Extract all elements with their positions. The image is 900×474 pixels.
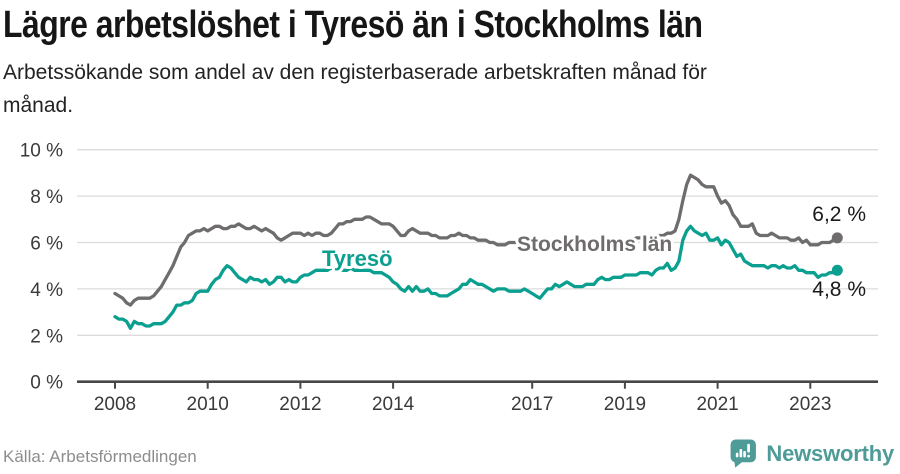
x-axis-tick-label: 2014 bbox=[372, 394, 415, 415]
series-end-dot-tyreso bbox=[831, 264, 843, 276]
chart-subtitle-line-1: Arbetssökande som andel av den registerb… bbox=[3, 61, 707, 84]
x-axis-tick-label: 2010 bbox=[187, 394, 229, 415]
x-axis-tick-label: 2021 bbox=[696, 394, 738, 415]
x-axis-tick-label: 2023 bbox=[789, 394, 831, 415]
x-axis-tick-label: 2019 bbox=[604, 394, 646, 415]
chart-subtitle-line-2: månad. bbox=[3, 94, 74, 117]
source-note: Källa: Arbetsförmedlingen bbox=[3, 447, 197, 466]
end-value-label-stockholms-lan: 6,2 % bbox=[812, 203, 866, 226]
plot-layer: 0 % 2 % 4 % 6 % 8 % 10 % 2008 2010 2012 2014 2017 2… bbox=[20, 141, 878, 415]
chart-title: Lägre arbetslöshet i Tyresö än i Stockho… bbox=[3, 4, 703, 46]
end-value-label-tyreso: 4,8 % bbox=[812, 278, 866, 301]
chart-subtitle: Arbetssökande som andel av den registerb… bbox=[3, 56, 707, 122]
y-axis-tick-label: 2 % bbox=[30, 326, 63, 347]
series-label-stockholms-lan: Stockholms län bbox=[517, 233, 672, 256]
y-axis-tick-label: 6 % bbox=[30, 234, 63, 255]
newsworthy-brand: Newsworthy bbox=[730, 439, 894, 468]
series-label-tyreso: Tyresö bbox=[322, 246, 393, 271]
series-line-stockholms-lan bbox=[113, 173, 839, 307]
newsworthy-wordmark: Newsworthy bbox=[766, 440, 894, 466]
unemployment-line-chart: 0 % 2 % 4 % 6 % 8 % 10 % 2008 2010 2012 2014 2017 2… bbox=[20, 141, 878, 415]
newsworthy-logo-icon bbox=[730, 439, 757, 468]
x-axis-tick-label: 2012 bbox=[279, 394, 321, 415]
y-axis-tick-label: 4 % bbox=[30, 280, 63, 301]
series-end-dot-stockholms-lan bbox=[831, 232, 843, 244]
x-axis-tick-label: 2008 bbox=[94, 394, 136, 415]
x-axis-tick-label: 2017 bbox=[511, 394, 553, 415]
y-axis-tick-label: 10 % bbox=[20, 141, 63, 162]
y-axis-tick-label: 0 % bbox=[30, 373, 63, 394]
series-line-tyreso bbox=[113, 224, 839, 330]
y-axis-tick-label: 8 % bbox=[30, 187, 63, 208]
